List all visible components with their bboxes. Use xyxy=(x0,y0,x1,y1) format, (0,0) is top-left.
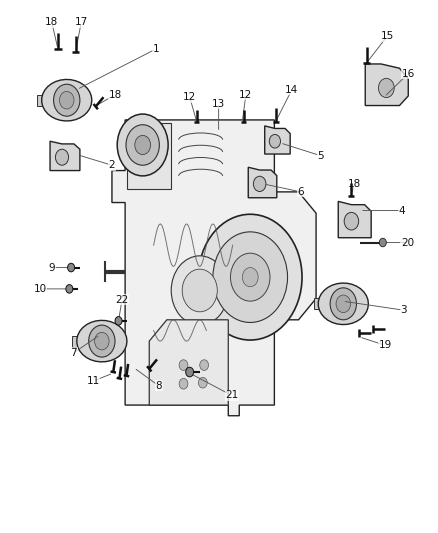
Text: 22: 22 xyxy=(115,295,128,304)
Circle shape xyxy=(378,78,393,98)
Polygon shape xyxy=(149,320,228,405)
Text: 4: 4 xyxy=(397,206,404,215)
Circle shape xyxy=(182,269,217,312)
Circle shape xyxy=(171,256,228,325)
Circle shape xyxy=(67,263,74,272)
Circle shape xyxy=(230,253,269,301)
Polygon shape xyxy=(50,141,80,171)
Circle shape xyxy=(343,212,358,230)
Text: 18: 18 xyxy=(108,90,121,100)
Text: 9: 9 xyxy=(48,263,55,272)
Circle shape xyxy=(179,378,187,389)
Text: 11: 11 xyxy=(86,376,99,386)
Circle shape xyxy=(115,317,122,325)
Text: 8: 8 xyxy=(155,381,162,391)
Circle shape xyxy=(53,84,80,116)
Circle shape xyxy=(268,134,280,148)
FancyBboxPatch shape xyxy=(37,95,46,106)
Polygon shape xyxy=(77,320,127,362)
Circle shape xyxy=(95,333,109,350)
Circle shape xyxy=(66,285,73,293)
Circle shape xyxy=(117,114,168,176)
Text: 3: 3 xyxy=(399,305,406,315)
Circle shape xyxy=(336,295,350,312)
Circle shape xyxy=(378,238,385,247)
Circle shape xyxy=(212,232,287,322)
Text: 6: 6 xyxy=(297,187,304,197)
Polygon shape xyxy=(127,123,171,189)
Circle shape xyxy=(198,377,207,388)
Text: 19: 19 xyxy=(378,341,391,350)
Circle shape xyxy=(134,135,150,155)
FancyBboxPatch shape xyxy=(313,298,322,309)
Polygon shape xyxy=(248,167,276,198)
Text: 16: 16 xyxy=(401,69,414,78)
Text: 21: 21 xyxy=(225,391,238,400)
Text: 1: 1 xyxy=(152,44,159,54)
Circle shape xyxy=(55,149,68,165)
Polygon shape xyxy=(318,283,367,325)
Circle shape xyxy=(199,360,208,370)
Text: 20: 20 xyxy=(400,238,413,247)
Circle shape xyxy=(198,214,301,340)
Circle shape xyxy=(126,125,159,165)
Circle shape xyxy=(179,360,187,370)
Text: 18: 18 xyxy=(45,18,58,27)
Text: 2: 2 xyxy=(108,160,115,170)
Polygon shape xyxy=(364,64,407,106)
Text: 18: 18 xyxy=(347,179,360,189)
Text: 12: 12 xyxy=(239,90,252,100)
Text: 17: 17 xyxy=(74,18,88,27)
Polygon shape xyxy=(264,126,290,154)
FancyBboxPatch shape xyxy=(72,336,81,346)
Polygon shape xyxy=(338,201,371,238)
Text: 12: 12 xyxy=(183,92,196,102)
Text: 5: 5 xyxy=(316,151,323,160)
Text: 10: 10 xyxy=(34,284,47,294)
Circle shape xyxy=(329,288,356,320)
Circle shape xyxy=(60,91,74,109)
Circle shape xyxy=(88,325,115,357)
Text: 13: 13 xyxy=(212,99,225,109)
Text: 15: 15 xyxy=(380,31,393,41)
Circle shape xyxy=(185,367,193,377)
Circle shape xyxy=(253,176,265,191)
Circle shape xyxy=(242,268,258,287)
Polygon shape xyxy=(112,120,315,416)
Polygon shape xyxy=(42,79,92,121)
Text: 14: 14 xyxy=(285,85,298,94)
Text: 7: 7 xyxy=(70,348,77,358)
